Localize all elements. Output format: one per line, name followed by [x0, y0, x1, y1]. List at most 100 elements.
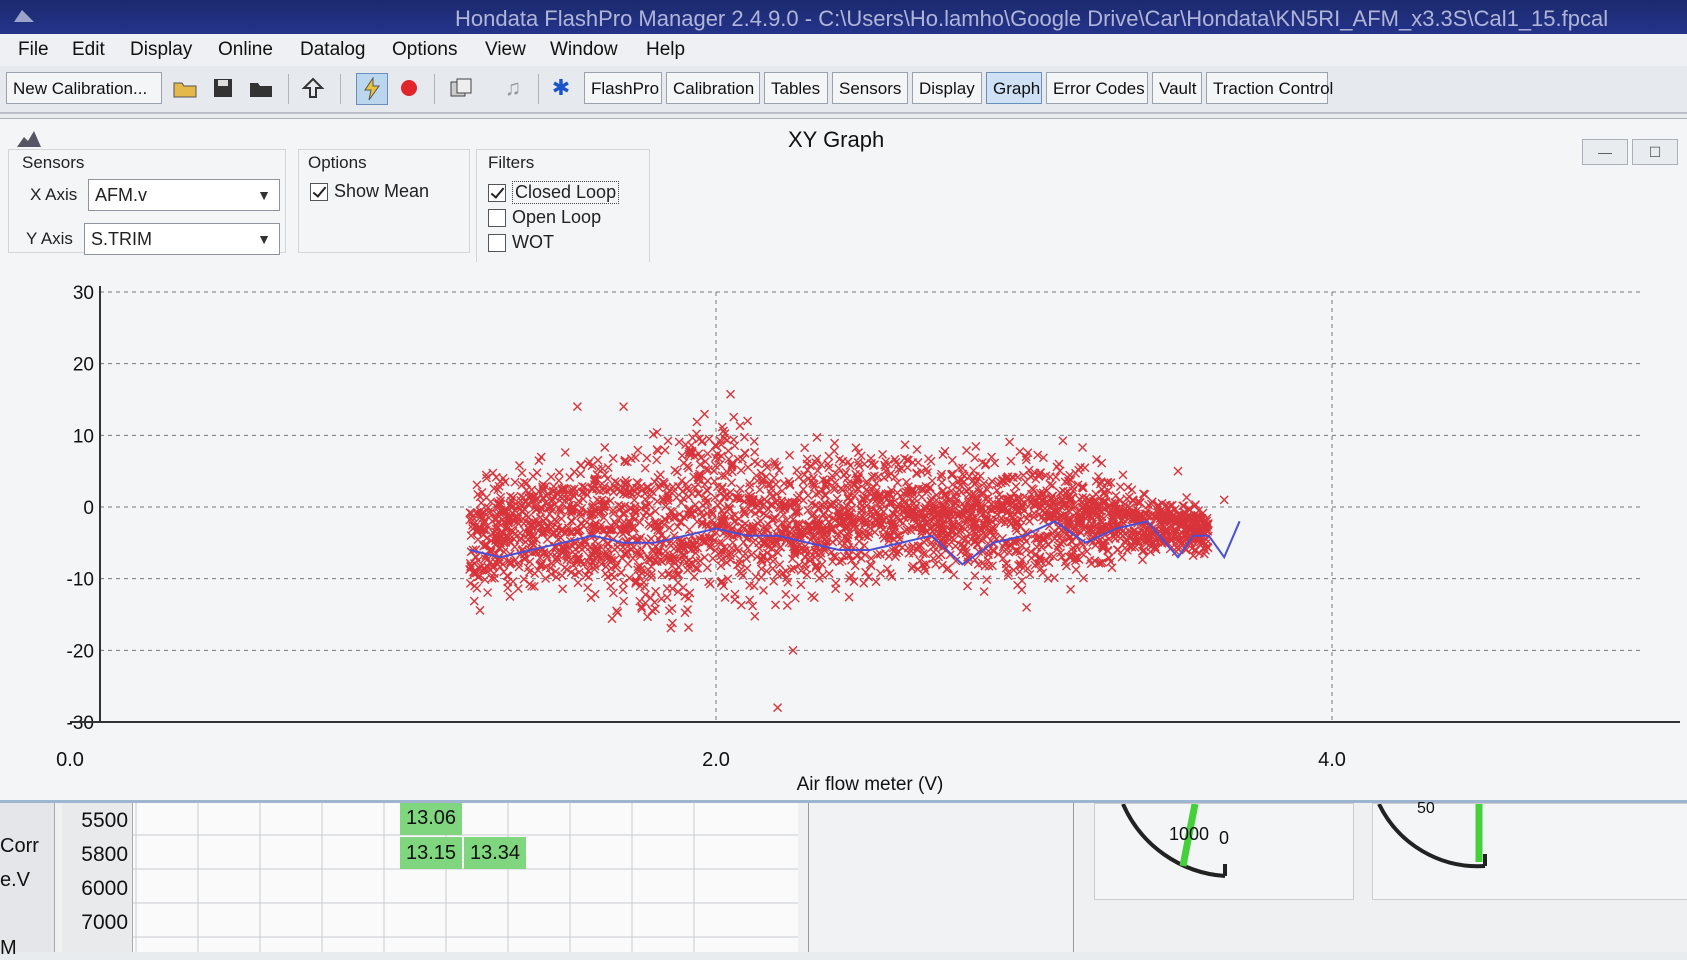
scatter-point	[508, 526, 518, 536]
open-folder-icon[interactable]	[170, 73, 200, 103]
save-icon[interactable]	[208, 73, 238, 103]
bluetooth-icon[interactable]: ✱	[551, 75, 571, 100]
scatter-point	[480, 575, 490, 585]
new-calibration-button[interactable]: New Calibration...	[6, 72, 162, 104]
scatter-point	[732, 560, 742, 570]
music-note-icon[interactable]: ♫	[504, 75, 522, 100]
table-cell[interactable]: 13.06	[400, 803, 462, 835]
scatter-point	[1085, 555, 1095, 565]
scatter-point	[748, 601, 758, 611]
y-axis-select[interactable]: S.TRIM ▼	[84, 223, 280, 255]
tab-flashpro[interactable]: FlashPro	[584, 72, 662, 104]
tab-vault[interactable]: Vault	[1152, 72, 1202, 104]
open-loop-check-icon[interactable]	[488, 208, 506, 227]
scatter-point	[762, 566, 772, 576]
scatter-point	[736, 465, 746, 475]
menu-options[interactable]: Options	[392, 39, 458, 60]
closed-loop-check-icon[interactable]	[488, 183, 506, 202]
show-mean-check-icon[interactable]	[310, 182, 328, 201]
scatter-point	[1053, 544, 1063, 554]
flash-icon[interactable]	[356, 73, 388, 105]
scatter-point	[690, 451, 700, 461]
tab-calibration[interactable]: Calibration	[666, 72, 760, 104]
scatter-point	[739, 432, 749, 442]
scatter-point	[543, 489, 553, 499]
scatter-point	[478, 564, 488, 574]
menu-edit[interactable]: Edit	[72, 39, 105, 60]
scatter-point	[816, 548, 826, 558]
closed-loop-checkbox[interactable]: Closed Loop	[488, 181, 620, 204]
table-cell[interactable]: 13.15	[400, 837, 462, 869]
scatter-point	[603, 463, 613, 472]
scatter-point	[862, 477, 872, 487]
tab-sensors[interactable]: Sensors	[832, 72, 908, 104]
wot-check-icon[interactable]	[488, 233, 506, 252]
scatter-point	[934, 528, 944, 538]
x-axis-select[interactable]: AFM.v ▼	[88, 179, 280, 211]
menu-file[interactable]: File	[18, 39, 49, 60]
scatter-series	[465, 389, 1229, 713]
upload-arrow-icon[interactable]	[298, 73, 328, 103]
scatter-point	[825, 500, 835, 510]
scatter-point	[735, 421, 745, 431]
scatter-point	[647, 487, 657, 497]
menu-view[interactable]: View	[485, 39, 526, 60]
scatter-point	[717, 576, 727, 586]
xy-scatter-chart[interactable]: 30 20 10 0 -10 -20 -30 0.0 2.0 4.0 Air flow meter …	[0, 262, 1687, 800]
scatter-point	[616, 568, 626, 578]
scatter-point	[884, 489, 894, 499]
menu-datalog[interactable]: Datalog	[300, 39, 366, 60]
datalog-copy-icon[interactable]	[446, 73, 476, 103]
scatter-point	[743, 462, 753, 472]
scatter-point	[483, 588, 493, 598]
open-loop-checkbox[interactable]: Open Loop	[488, 207, 601, 228]
scatter-point	[489, 484, 499, 494]
scatter-point	[551, 516, 561, 526]
wot-checkbox[interactable]: WOT	[488, 232, 554, 253]
scatter-point	[675, 517, 685, 527]
record-icon[interactable]	[394, 73, 424, 103]
scatter-point	[576, 511, 586, 521]
scatter-point	[601, 497, 611, 507]
table-cell[interactable]: 13.34	[464, 837, 526, 869]
scatter-point	[979, 520, 989, 530]
bottom-panels: Corr e.V M 5500 5800 6000 7000 13.06 13.…	[0, 800, 1687, 959]
menu-online[interactable]: Online	[218, 39, 273, 60]
scatter-point	[1171, 547, 1181, 557]
scatter-point	[652, 557, 662, 567]
scatter-point	[1021, 545, 1031, 555]
tab-display[interactable]: Display	[912, 72, 982, 104]
scatter-point	[600, 470, 610, 480]
scatter-point	[622, 457, 632, 467]
show-mean-checkbox[interactable]: Show Mean	[310, 181, 429, 202]
menu-display[interactable]: Display	[130, 39, 193, 60]
tab-graph[interactable]: Graph	[986, 72, 1042, 104]
tab-tables[interactable]: Tables	[764, 72, 828, 104]
scatter-point	[527, 485, 537, 495]
scatter-point	[481, 470, 491, 480]
scatter-point	[1104, 553, 1114, 563]
menu-help[interactable]: Help	[646, 39, 686, 60]
scatter-point	[506, 557, 516, 567]
tab-error-codes[interactable]: Error Codes	[1046, 72, 1148, 104]
scatter-point	[853, 474, 863, 484]
title-bar: Hondata FlashPro Manager 2.4.9.0 - C:\Us…	[0, 0, 1687, 34]
scatter-point	[776, 542, 786, 552]
maximize-button[interactable]: ☐	[1632, 139, 1678, 165]
scatter-point	[1134, 538, 1144, 548]
open-calibration-icon[interactable]	[246, 73, 276, 103]
scatter-point	[670, 465, 680, 475]
scatter-point	[590, 564, 600, 574]
scatter-point	[777, 486, 787, 496]
scatter-point	[883, 529, 893, 539]
scatter-point	[593, 464, 603, 474]
scatter-point	[736, 600, 746, 610]
scatter-point	[536, 560, 546, 570]
scatter-point	[745, 482, 755, 492]
minimize-button[interactable]: —	[1582, 139, 1628, 165]
scatter-point	[628, 553, 638, 563]
tab-traction-control[interactable]: Traction Control	[1206, 72, 1333, 104]
y-tick-label: -20	[67, 641, 94, 662]
menu-window[interactable]: Window	[550, 39, 618, 60]
scatter-point	[673, 522, 683, 532]
